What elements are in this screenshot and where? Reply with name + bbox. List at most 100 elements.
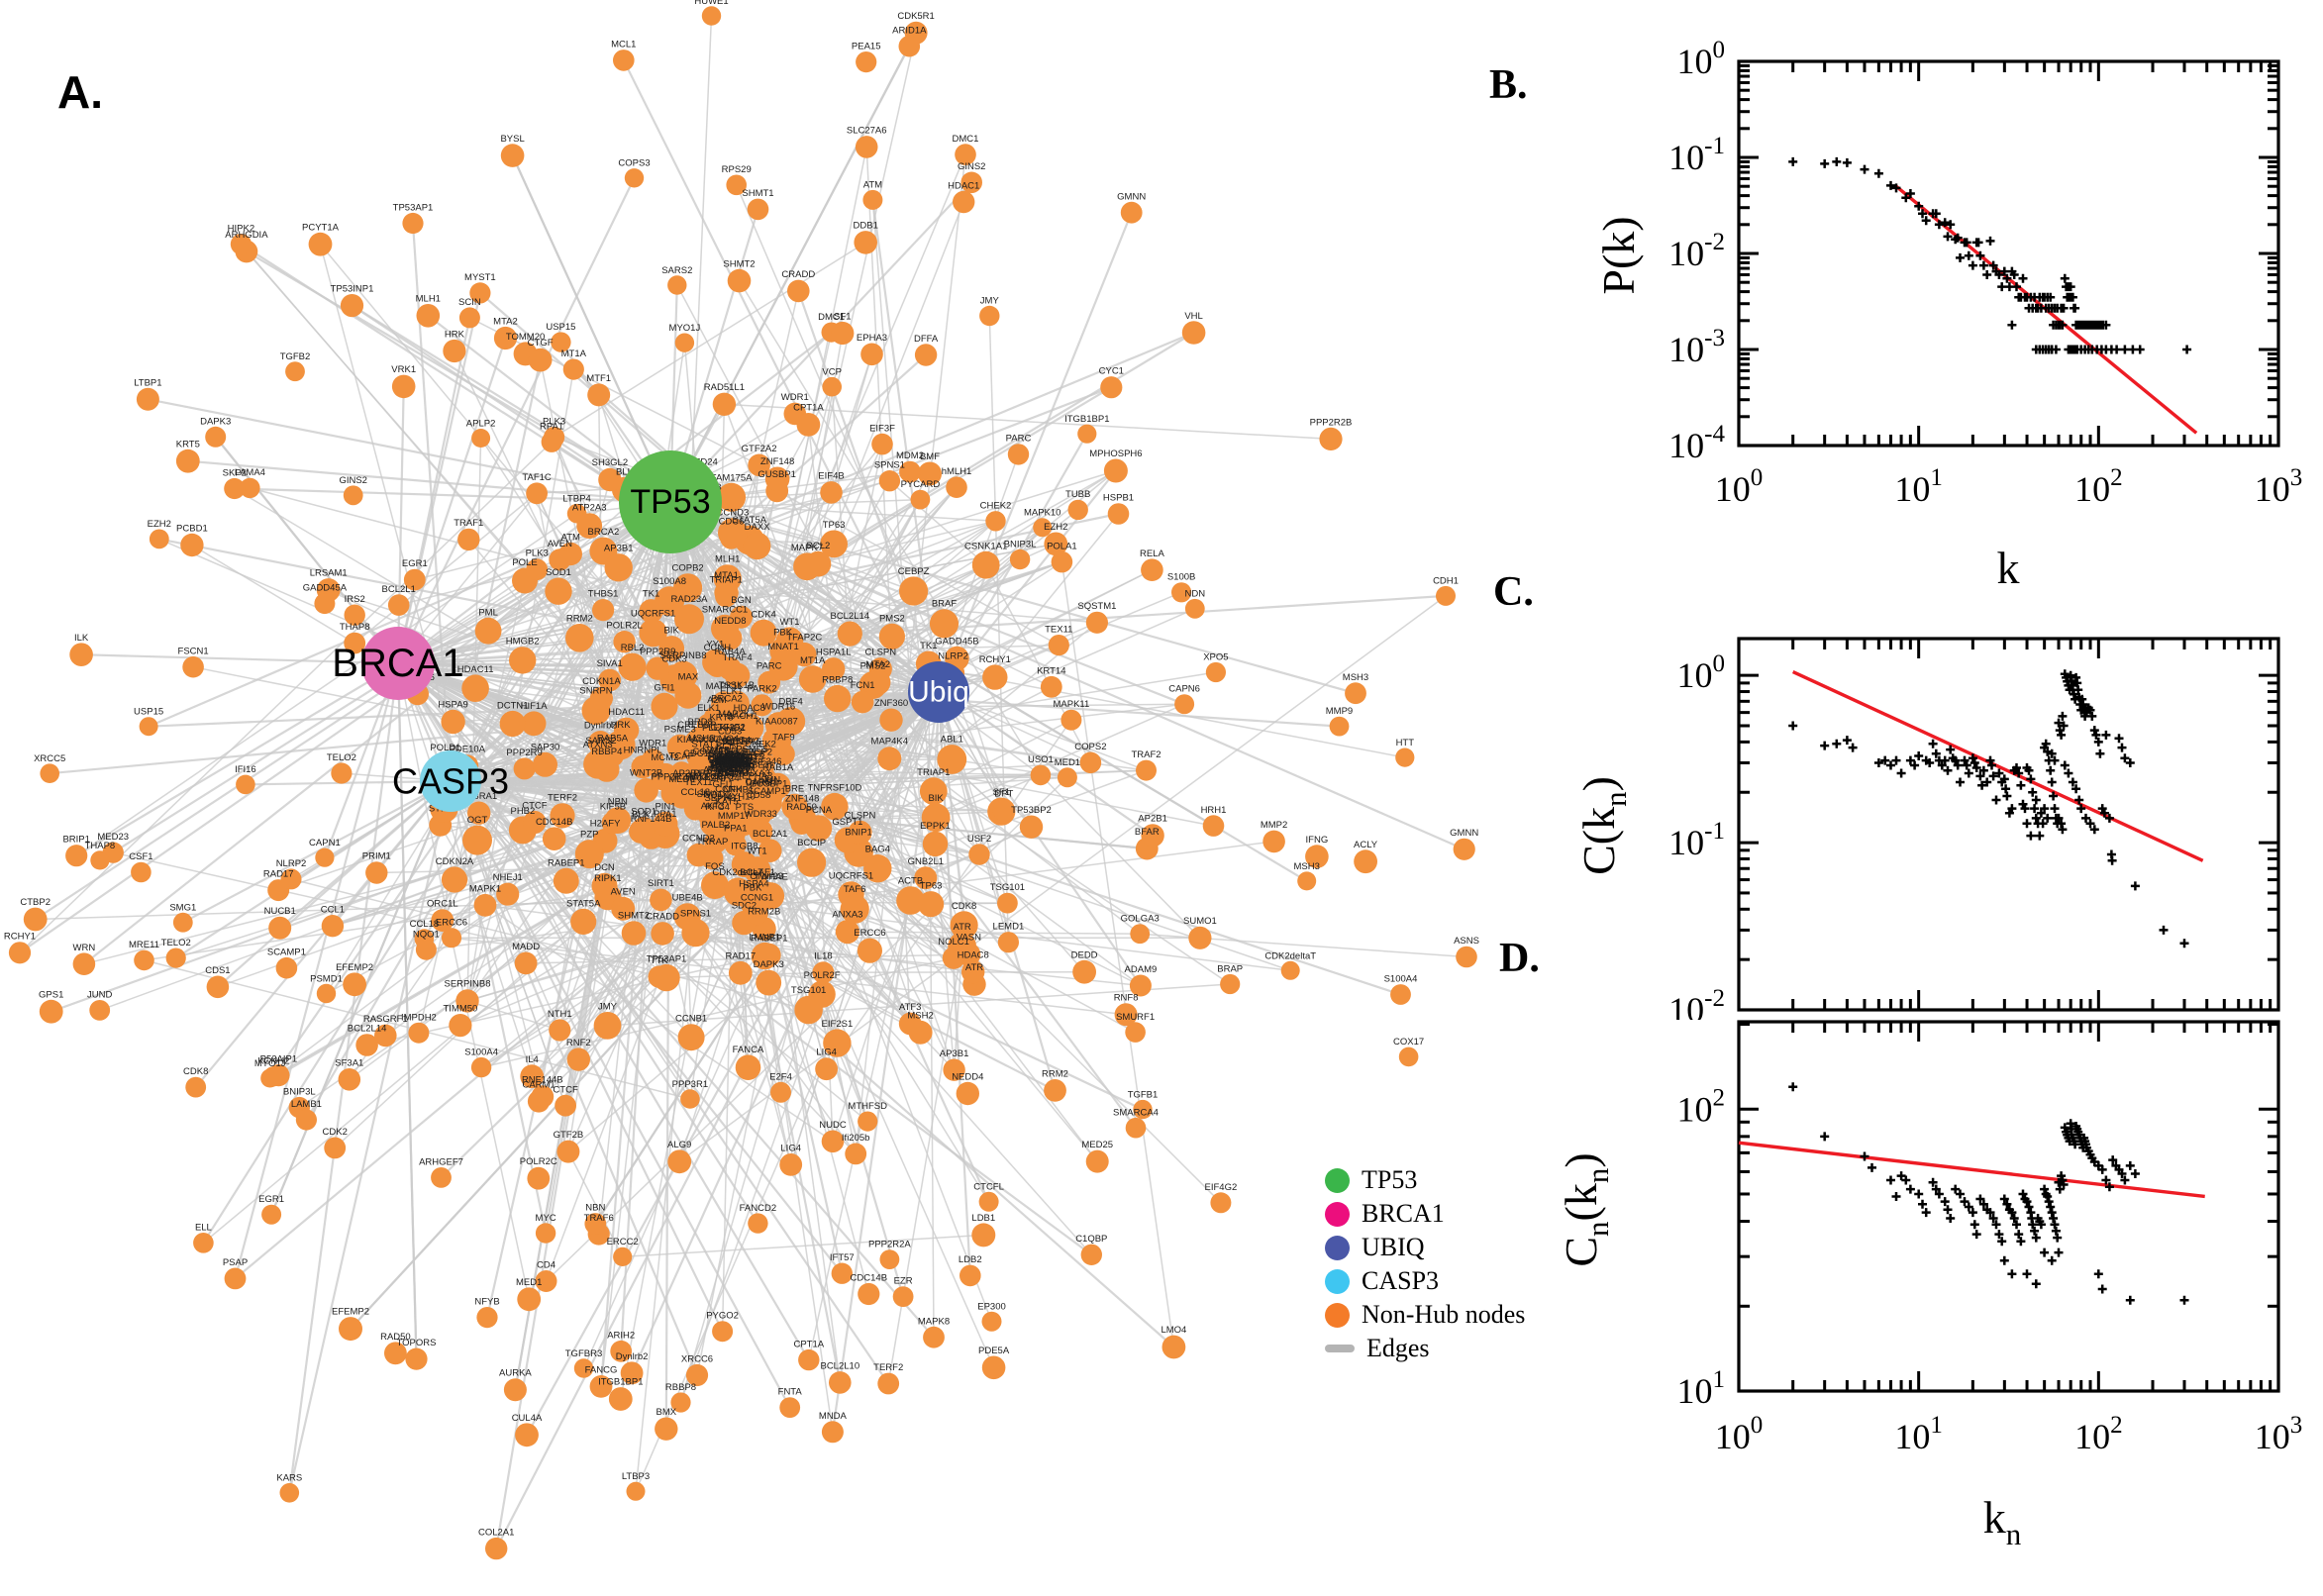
network-node-label: FAM175A bbox=[711, 472, 753, 483]
network-node-label: SUMO1 bbox=[1183, 916, 1217, 927]
network-node-label: SERPINB8 bbox=[660, 650, 707, 661]
network-node bbox=[1129, 974, 1152, 997]
network-node bbox=[1077, 424, 1097, 444]
network-node bbox=[871, 433, 893, 455]
network-node bbox=[1171, 582, 1192, 603]
network-node bbox=[756, 969, 782, 996]
network-node bbox=[877, 1372, 900, 1395]
network-node-label: MSH3 bbox=[1293, 861, 1319, 872]
network-node-label: SMARCC1 bbox=[702, 604, 748, 615]
network-node-label: TRAF1 bbox=[454, 518, 483, 529]
network-node-label: HSPB1 bbox=[1103, 493, 1134, 504]
network-node bbox=[541, 431, 562, 452]
network-node bbox=[1345, 682, 1366, 705]
network-node-label: COX17 bbox=[1393, 1037, 1424, 1047]
network-node bbox=[821, 792, 849, 821]
network-edge bbox=[782, 543, 1057, 667]
network-node-label: LEMD1 bbox=[993, 922, 1025, 933]
network-edge bbox=[182, 780, 452, 924]
network-node-label: LDB2 bbox=[959, 1254, 982, 1265]
network-edge bbox=[450, 485, 651, 782]
network-node-label: BMF bbox=[920, 451, 940, 462]
network-node bbox=[1044, 532, 1068, 556]
network-edge bbox=[607, 983, 1231, 1027]
network-node-label: HDAC1 bbox=[948, 180, 979, 191]
network-node-label: TGFBR3 bbox=[565, 1348, 602, 1359]
network-node-label: EPHA3 bbox=[857, 333, 887, 344]
network-node bbox=[526, 482, 548, 505]
network-node-label: POLR2B bbox=[685, 771, 723, 782]
network-node bbox=[136, 387, 159, 411]
network-node-label: PDE5A bbox=[978, 1346, 1010, 1356]
network-node-label: RCHY1 bbox=[979, 654, 1011, 665]
network-node-label: VCP bbox=[822, 366, 842, 377]
network-node bbox=[854, 231, 877, 254]
network-node bbox=[851, 690, 874, 714]
network-node bbox=[805, 815, 833, 842]
network-node bbox=[134, 949, 154, 971]
network-node bbox=[761, 727, 792, 756]
network-node bbox=[1079, 751, 1102, 774]
network-node-label: RPA1 bbox=[540, 421, 563, 432]
network-node-label: CREBBP bbox=[677, 720, 716, 731]
network-node-label: RAD50 bbox=[786, 802, 817, 813]
network-node bbox=[896, 886, 925, 915]
network-node-label: RBBP4 bbox=[591, 747, 622, 757]
network-node bbox=[943, 1058, 965, 1081]
network-node-label: WDR1 bbox=[639, 739, 666, 749]
network-node bbox=[515, 1423, 539, 1447]
network-node-label: PEA15 bbox=[852, 42, 881, 52]
network-node-label: CCNB1 bbox=[675, 1014, 707, 1025]
network-node bbox=[1202, 815, 1225, 837]
network-node bbox=[711, 614, 739, 643]
network-node-label: CARM1 bbox=[745, 777, 777, 788]
network-node bbox=[387, 594, 410, 616]
network-node-label: CDKN1A bbox=[582, 676, 621, 687]
network-node bbox=[797, 848, 827, 877]
network-node-label: ILK bbox=[74, 633, 89, 644]
network-node-label: PCBD1 bbox=[176, 523, 208, 534]
network-legend: TP53 BRCA1 UBIQ CASP3 Non-Hub nodes Edge… bbox=[1325, 1165, 1525, 1362]
network-edge bbox=[354, 492, 538, 645]
network-node bbox=[408, 1022, 430, 1044]
network-edge bbox=[538, 786, 718, 1102]
network-node-label: DFFA bbox=[914, 334, 939, 345]
network-node bbox=[673, 573, 703, 603]
network-node-label: ZNF148 bbox=[785, 794, 819, 805]
network-node bbox=[820, 530, 848, 558]
network-node bbox=[1162, 1335, 1186, 1359]
network-node bbox=[230, 234, 252, 255]
network-node bbox=[1080, 1244, 1103, 1266]
network-node bbox=[1057, 767, 1077, 788]
network-edge bbox=[669, 500, 1357, 695]
network-node-label: YWHAE bbox=[754, 872, 788, 883]
network-node bbox=[1141, 824, 1164, 848]
network-node-label: USP15 bbox=[134, 707, 163, 718]
network-edge bbox=[933, 790, 1032, 828]
network-node-label: TK1 bbox=[920, 641, 937, 651]
network-node-label: DEDD bbox=[1071, 949, 1098, 960]
network-node bbox=[550, 803, 575, 829]
network-edge bbox=[81, 653, 399, 665]
network-node-label: ALG9 bbox=[667, 1140, 691, 1150]
network-node bbox=[1436, 585, 1456, 606]
network-node-label: APLP2 bbox=[466, 418, 496, 429]
network-node bbox=[415, 939, 437, 960]
network-node-label: ATRIP bbox=[709, 762, 736, 773]
network-node-label: IMPDH2 bbox=[401, 1012, 437, 1023]
network-node bbox=[1072, 959, 1096, 984]
network-edge bbox=[531, 668, 881, 1077]
network-node bbox=[545, 577, 572, 605]
network-node-label: AP2B1 bbox=[672, 768, 702, 779]
network-node bbox=[610, 1340, 633, 1362]
network-node bbox=[878, 623, 906, 650]
network-node-label: GADD45A bbox=[303, 583, 348, 594]
network-edge bbox=[749, 540, 922, 1034]
network-node bbox=[824, 684, 852, 713]
network-node bbox=[715, 585, 738, 608]
network-node-label: CAPN1 bbox=[309, 838, 341, 848]
network-edge bbox=[1060, 561, 1175, 1347]
network-node-label: NDN bbox=[725, 760, 746, 771]
network-node-label: POLE bbox=[512, 557, 537, 568]
